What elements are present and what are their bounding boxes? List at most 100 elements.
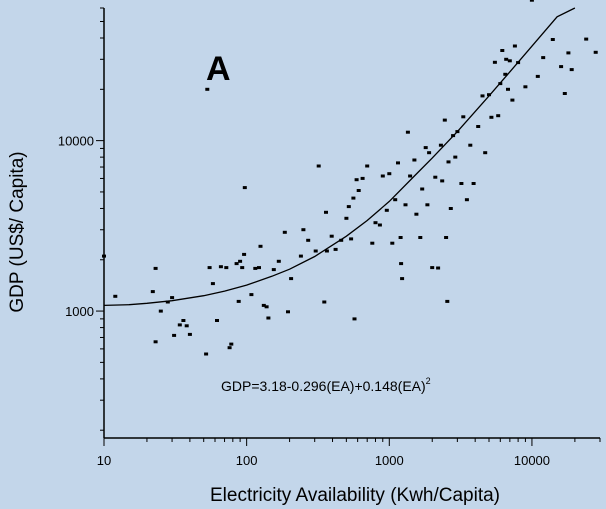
data-point — [324, 210, 328, 214]
data-point — [150, 290, 155, 294]
data-point — [322, 300, 327, 304]
data-point — [476, 125, 481, 128]
data-point — [464, 198, 469, 202]
data-point — [569, 68, 574, 72]
data-point — [301, 228, 306, 232]
data-point — [418, 236, 423, 239]
data-point — [500, 49, 505, 52]
data-point — [261, 303, 266, 307]
data-point — [102, 254, 106, 258]
fit-equation: GDP=3.18-0.296(EA)+0.148(EA)2 — [221, 376, 431, 394]
data-point — [448, 207, 453, 210]
data-point — [400, 277, 405, 281]
data-point — [224, 266, 229, 270]
data-point — [593, 50, 598, 54]
data-point — [512, 44, 517, 48]
data-point — [425, 203, 430, 207]
data-point — [559, 65, 564, 69]
data-point — [370, 241, 375, 245]
data-point — [480, 94, 485, 98]
data-point — [384, 208, 389, 212]
data-point — [471, 182, 476, 185]
data-point — [420, 187, 425, 191]
data-point — [210, 282, 215, 286]
data-point — [227, 346, 232, 350]
data-point — [249, 293, 254, 297]
data-point — [516, 61, 521, 65]
data-point — [172, 333, 177, 337]
data-point — [377, 223, 382, 227]
x-tick-label: 10 — [97, 453, 111, 468]
data-point — [286, 310, 290, 314]
data-point — [238, 259, 243, 263]
data-point — [498, 82, 503, 86]
data-point — [438, 143, 443, 147]
data-point — [229, 342, 234, 346]
data-point — [316, 164, 321, 168]
data-point — [204, 352, 209, 356]
data-point — [253, 266, 258, 270]
data-point — [339, 238, 344, 242]
data-point — [242, 186, 247, 190]
data-point — [170, 296, 175, 300]
data-point — [258, 244, 263, 248]
data-point — [506, 87, 510, 91]
data-point — [496, 114, 501, 118]
data-point — [444, 236, 449, 239]
data-point — [408, 174, 413, 178]
data-point — [461, 115, 466, 119]
data-point — [236, 299, 241, 303]
data-point — [550, 38, 555, 41]
fit-equation-exponent: 2 — [426, 376, 431, 386]
data-point — [503, 72, 508, 76]
data-point — [205, 87, 210, 91]
data-point — [346, 205, 351, 209]
data-point — [468, 143, 473, 147]
data-point — [266, 316, 271, 320]
data-point — [276, 259, 281, 263]
data-point — [566, 51, 571, 55]
data-point — [380, 174, 385, 178]
data-point — [459, 182, 464, 185]
data-point — [562, 92, 567, 95]
data-point — [242, 252, 247, 256]
data-point — [373, 221, 378, 225]
data-point — [351, 196, 356, 200]
data-point — [446, 160, 451, 164]
data-point — [187, 332, 192, 336]
data-point — [427, 151, 432, 155]
x-tick-label: 100 — [236, 453, 258, 468]
data-point — [523, 85, 528, 89]
data-point — [412, 158, 417, 162]
data-point — [436, 266, 441, 270]
data-point — [393, 198, 398, 202]
data-point — [504, 57, 509, 61]
data-point — [440, 179, 445, 183]
data-point — [264, 305, 269, 309]
data-point — [215, 319, 219, 322]
data-point — [365, 164, 370, 168]
data-point — [445, 299, 450, 303]
data-point — [234, 262, 239, 266]
data-point — [153, 266, 158, 270]
data-point — [240, 266, 245, 270]
data-point — [453, 155, 458, 159]
data-point — [492, 60, 497, 64]
data-point — [324, 249, 329, 253]
data-point — [398, 236, 403, 239]
fit-curve — [103, 7, 576, 307]
data-point — [282, 230, 287, 234]
data-point — [333, 247, 338, 251]
data-point — [396, 161, 400, 165]
data-point — [207, 266, 212, 270]
data-point — [451, 134, 456, 138]
x-axis-title: Electricity Availability (Kwh/Capita) — [210, 485, 500, 506]
axes: 10 100 1000 10000 1000 10000 — [58, 7, 601, 468]
data-point — [541, 56, 546, 60]
data-point — [390, 241, 395, 245]
data-point — [387, 172, 392, 176]
data-point — [489, 115, 494, 119]
data-point — [535, 74, 540, 78]
